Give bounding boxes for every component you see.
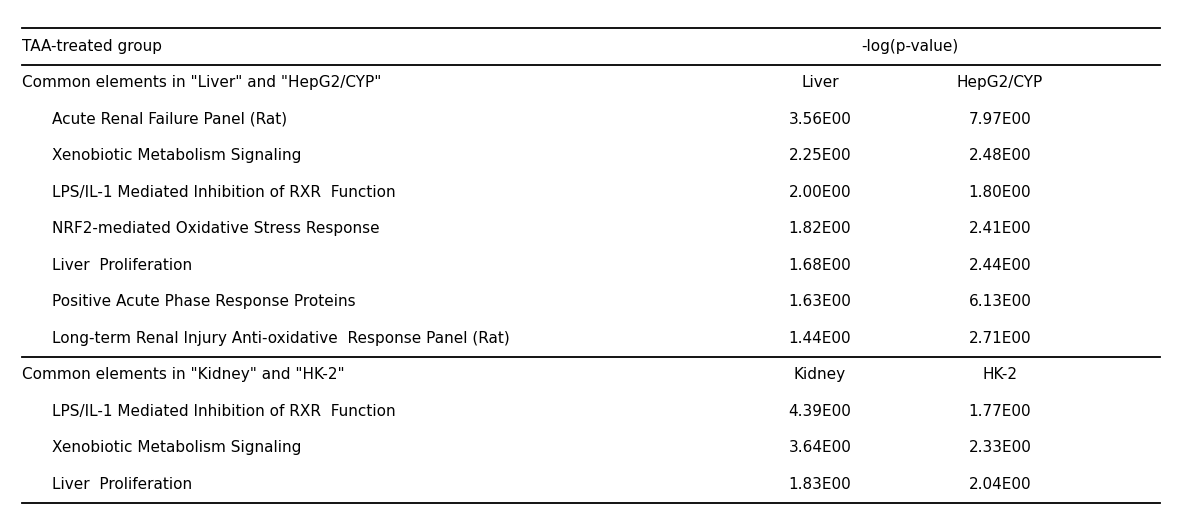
Text: 3.64E00: 3.64E00 <box>788 440 851 455</box>
Text: NRF2-mediated Oxidative Stress Response: NRF2-mediated Oxidative Stress Response <box>52 221 379 236</box>
Text: LPS/IL-1 Mediated Inhibition of RXR  Function: LPS/IL-1 Mediated Inhibition of RXR Func… <box>52 404 396 419</box>
Text: 7.97E00: 7.97E00 <box>968 112 1032 127</box>
Text: 3.56E00: 3.56E00 <box>788 112 851 127</box>
Text: 2.00E00: 2.00E00 <box>788 185 851 200</box>
Text: 2.48E00: 2.48E00 <box>969 148 1032 163</box>
Text: 1.83E00: 1.83E00 <box>788 477 851 492</box>
Text: -log(p-value): -log(p-value) <box>862 39 959 54</box>
Text: 1.77E00: 1.77E00 <box>969 404 1032 419</box>
Text: TAA-treated group: TAA-treated group <box>22 39 162 54</box>
Text: Common elements in "Liver" and "HepG2/CYP": Common elements in "Liver" and "HepG2/CY… <box>22 75 382 90</box>
Text: 4.39E00: 4.39E00 <box>788 404 851 419</box>
Text: 1.68E00: 1.68E00 <box>788 258 851 273</box>
Text: 1.63E00: 1.63E00 <box>788 294 851 309</box>
Text: HepG2/CYP: HepG2/CYP <box>957 75 1044 90</box>
Text: 1.82E00: 1.82E00 <box>788 221 851 236</box>
Text: Xenobiotic Metabolism Signaling: Xenobiotic Metabolism Signaling <box>52 440 301 455</box>
Text: 2.04E00: 2.04E00 <box>969 477 1032 492</box>
Text: 2.71E00: 2.71E00 <box>969 331 1032 346</box>
Text: Common elements in "Kidney" and "HK-2": Common elements in "Kidney" and "HK-2" <box>22 367 345 382</box>
Text: Xenobiotic Metabolism Signaling: Xenobiotic Metabolism Signaling <box>52 148 301 163</box>
Text: Liver: Liver <box>801 75 839 90</box>
Text: 2.41E00: 2.41E00 <box>969 221 1032 236</box>
Text: 1.80E00: 1.80E00 <box>969 185 1032 200</box>
Text: Liver  Proliferation: Liver Proliferation <box>52 477 193 492</box>
Text: 2.44E00: 2.44E00 <box>969 258 1032 273</box>
Text: 1.44E00: 1.44E00 <box>788 331 851 346</box>
Text: Long-term Renal Injury Anti-oxidative  Response Panel (Rat): Long-term Renal Injury Anti-oxidative Re… <box>52 331 509 346</box>
Text: 2.33E00: 2.33E00 <box>968 440 1032 455</box>
Text: Positive Acute Phase Response Proteins: Positive Acute Phase Response Proteins <box>52 294 356 309</box>
Text: Acute Renal Failure Panel (Rat): Acute Renal Failure Panel (Rat) <box>52 112 287 127</box>
Text: Kidney: Kidney <box>794 367 846 382</box>
Text: Liver  Proliferation: Liver Proliferation <box>52 258 193 273</box>
Text: 2.25E00: 2.25E00 <box>788 148 851 163</box>
Text: HK-2: HK-2 <box>982 367 1018 382</box>
Text: 6.13E00: 6.13E00 <box>968 294 1032 309</box>
Text: LPS/IL-1 Mediated Inhibition of RXR  Function: LPS/IL-1 Mediated Inhibition of RXR Func… <box>52 185 396 200</box>
